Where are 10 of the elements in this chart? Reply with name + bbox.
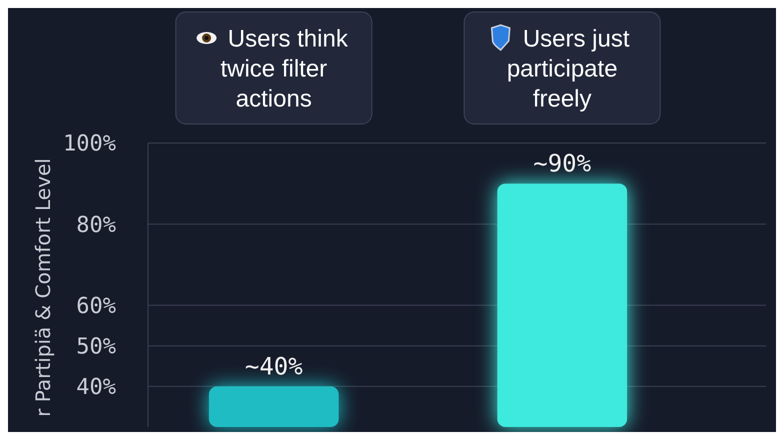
y-tick-label: 80% xyxy=(76,212,116,238)
data-label: ~40% xyxy=(244,352,304,380)
text: Users think twice filter actions xyxy=(220,25,349,112)
data-label: ~90% xyxy=(533,150,592,178)
y-tick-label: 40% xyxy=(76,375,116,400)
y-tick-label: 60% xyxy=(76,294,116,319)
y-axis-title: r Partipiä & Comfort Level xyxy=(31,158,55,417)
text: Users just participate freely xyxy=(506,25,630,112)
y-tick-label: 50% xyxy=(76,334,116,360)
y-tick-label: 100% xyxy=(63,132,116,157)
